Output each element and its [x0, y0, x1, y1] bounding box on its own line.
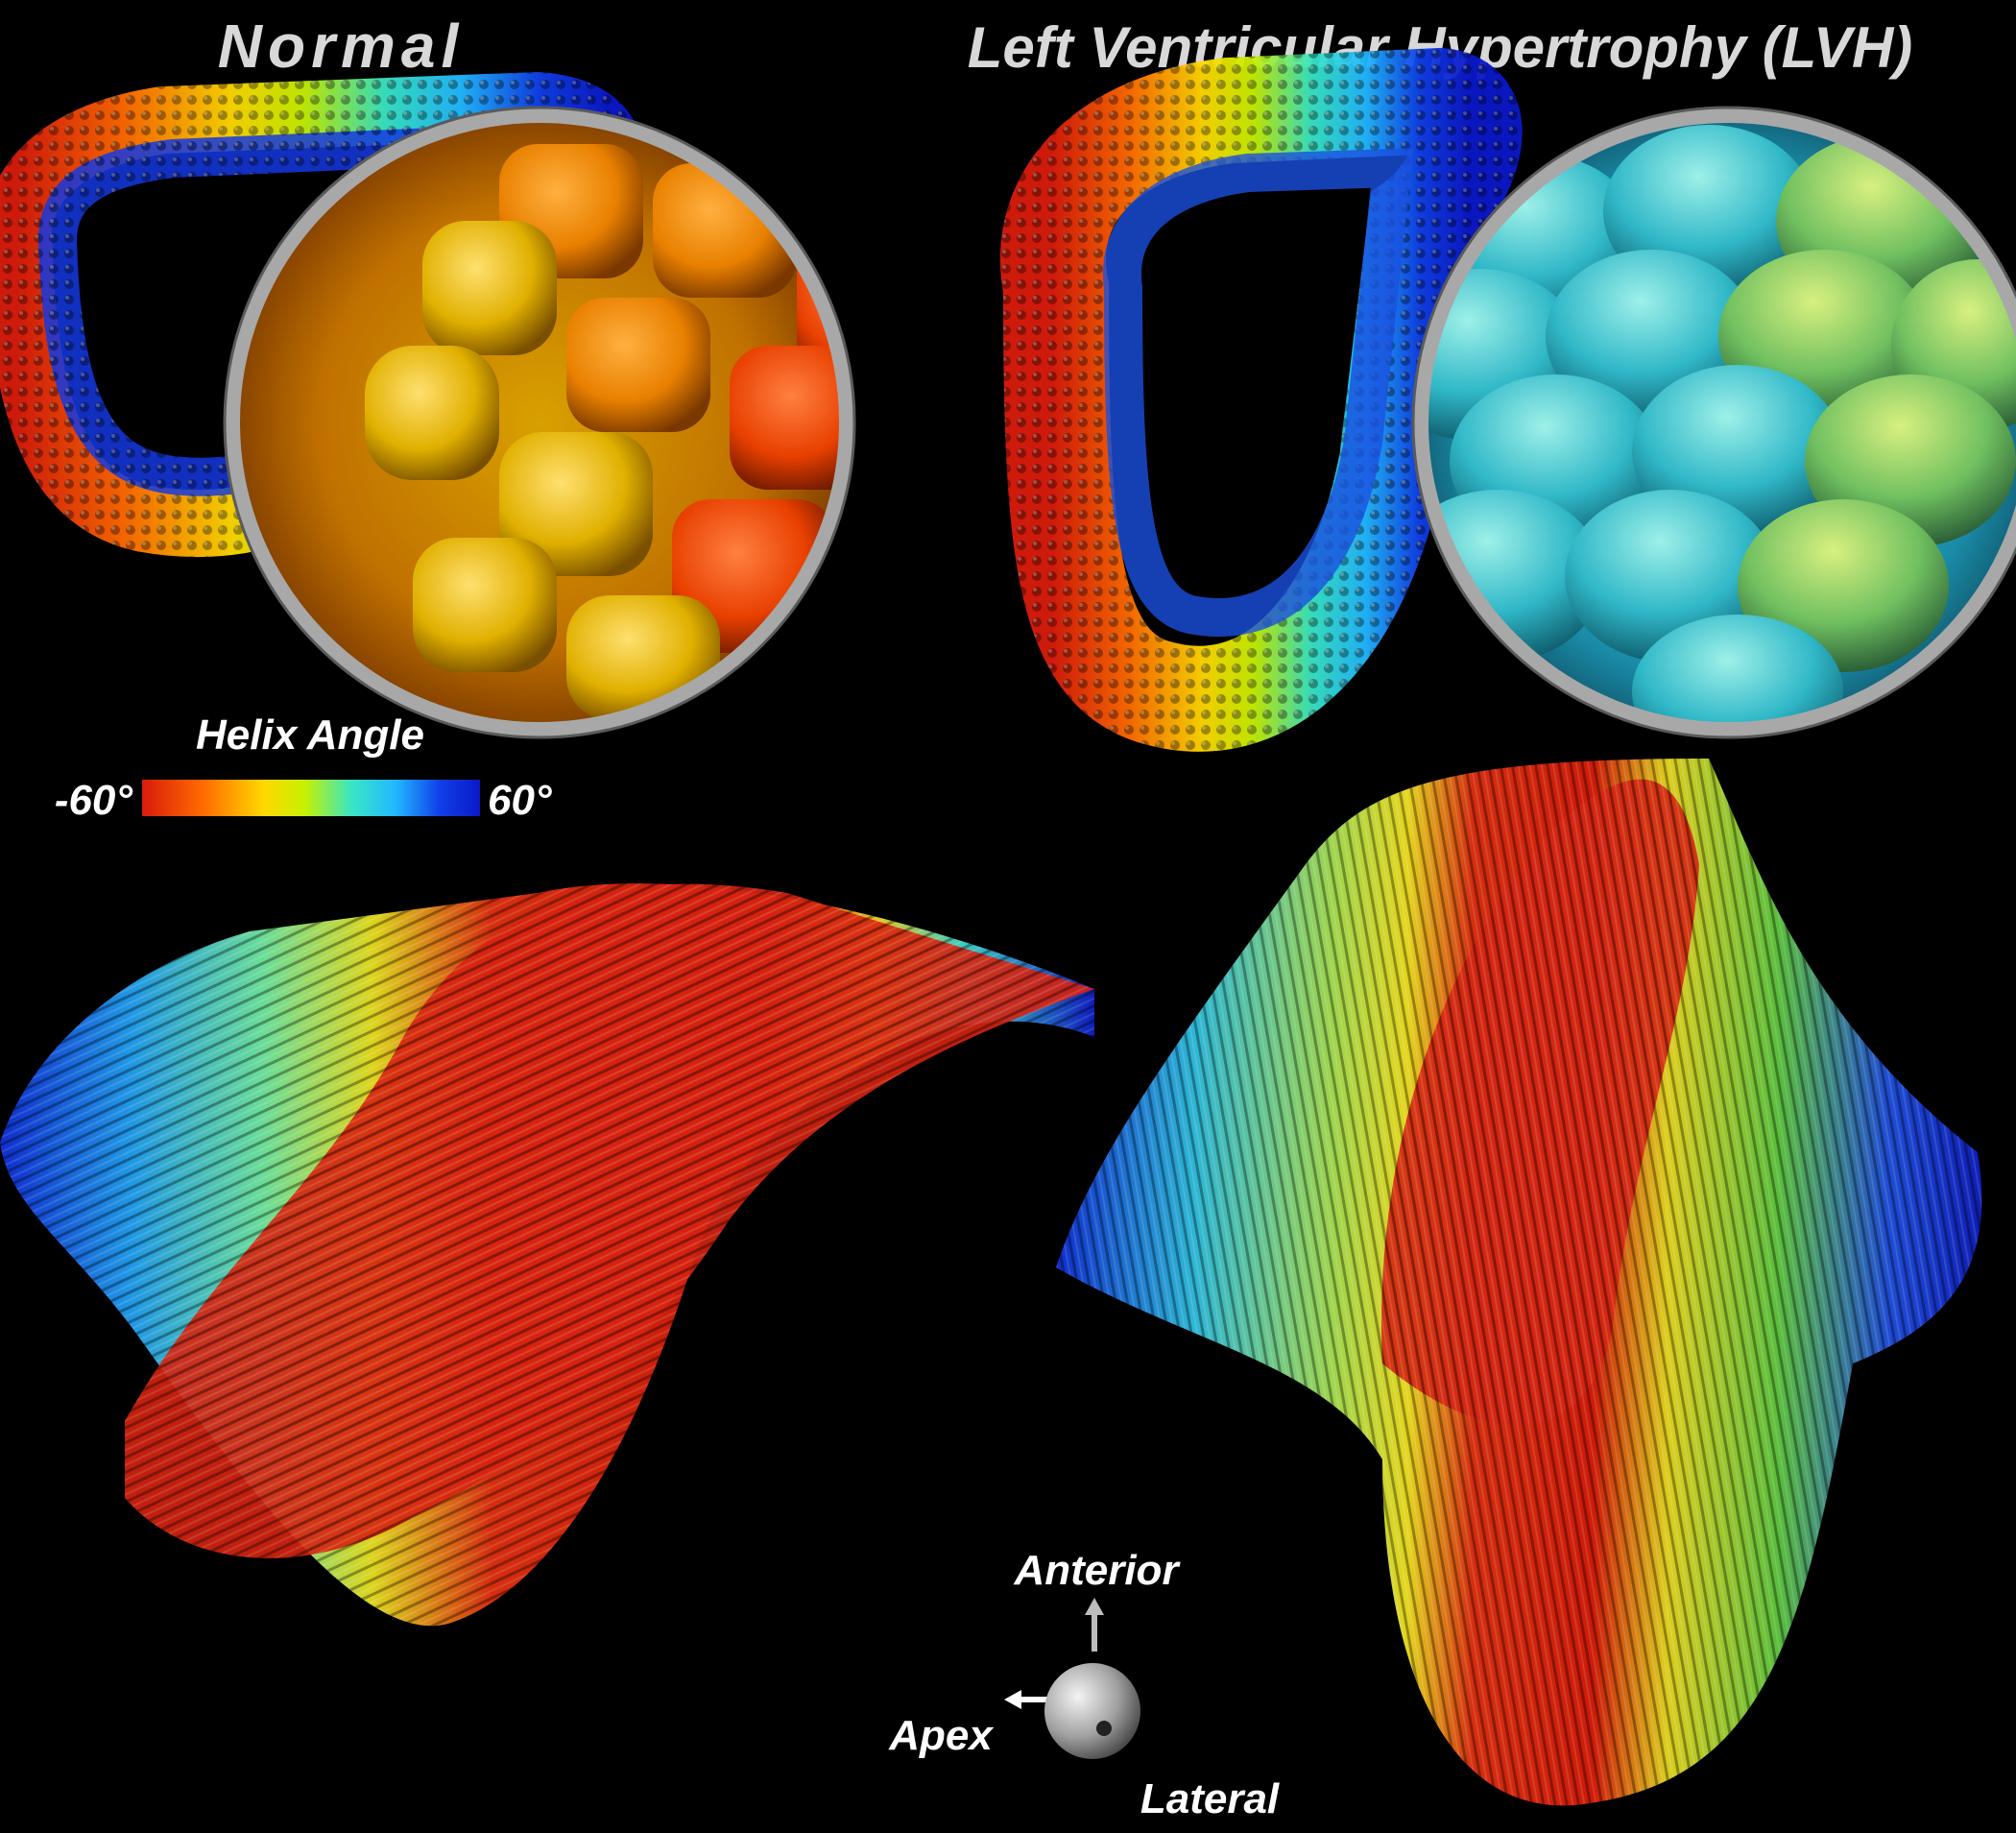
apex-arrow-head	[1004, 1690, 1021, 1709]
normal-magnifier	[223, 106, 856, 739]
colorbar-max-label: 60°	[488, 777, 552, 824]
lvh-fiber-tracts	[1056, 759, 1982, 1806]
title-normal: Normal	[218, 12, 465, 81]
colorbar-title: Helix Angle	[196, 711, 424, 759]
colorbar: Helix Angle -60° 60°	[55, 711, 552, 824]
orientation-anterior-label: Anterior	[1013, 1547, 1181, 1594]
orientation-apex-label: Apex	[888, 1712, 994, 1759]
colorbar-min-label: -60°	[55, 777, 133, 824]
colorbar-gradient	[142, 780, 480, 816]
orientation-indicator: Anterior Apex Lateral	[888, 1547, 1280, 1822]
anterior-arrow-head	[1085, 1598, 1104, 1615]
orientation-lateral-label: Lateral	[1140, 1775, 1280, 1822]
orientation-sphere	[1044, 1663, 1140, 1759]
normal-fiber-tracts	[0, 883, 1094, 1627]
lateral-arrow-tip	[1096, 1721, 1112, 1736]
lvh-glyph-ring	[1000, 47, 1523, 752]
